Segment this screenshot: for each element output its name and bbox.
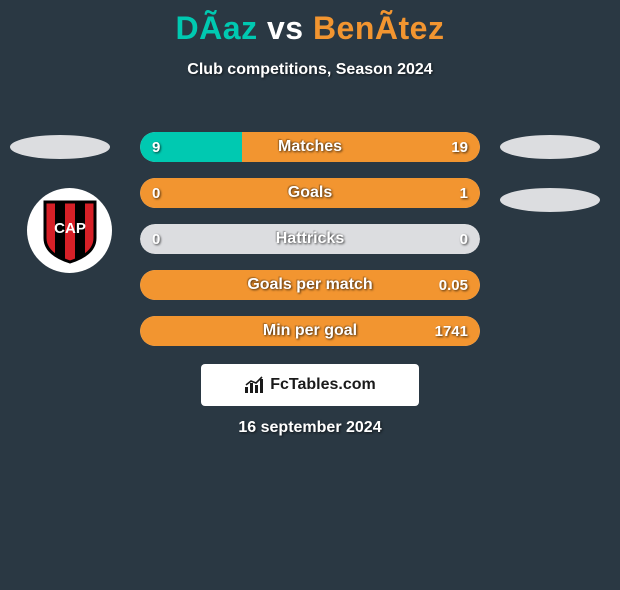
bar-fill-right <box>242 132 480 162</box>
stat-row: Hattricks00 <box>140 224 480 254</box>
subtitle: Club competitions, Season 2024 <box>0 61 620 79</box>
club-badge-text: CAP <box>54 220 86 237</box>
stat-row: Min per goal1741 <box>140 316 480 346</box>
date-text: 16 september 2024 <box>0 419 620 437</box>
stat-row: Goals per match0.05 <box>140 270 480 300</box>
stat-row: Matches919 <box>140 132 480 162</box>
player1-club-badge: CAP <box>27 188 112 273</box>
player2-club-placeholder <box>500 188 600 212</box>
player1-name: DÃ­az <box>176 10 258 46</box>
player1-photo-placeholder <box>10 135 110 159</box>
page-title: DÃ­az vs BenÃ­tez <box>0 10 620 47</box>
brand-text: FcTables.com <box>270 376 376 394</box>
stat-row: Goals01 <box>140 178 480 208</box>
player2-name: BenÃ­tez <box>313 10 445 46</box>
vs-text: vs <box>267 10 304 46</box>
bar-fill-right <box>140 270 480 300</box>
bar-fill-right <box>140 178 480 208</box>
bar-fill-left <box>140 132 242 162</box>
player2-photo-placeholder <box>500 135 600 159</box>
comparison-bars: Matches919 Goals01 Hattricks00 Goals per ma… <box>140 132 480 362</box>
brand-badge[interactable]: FcTables.com <box>201 364 419 406</box>
club-shield-icon: CAP <box>41 198 99 264</box>
chart-icon <box>244 376 264 394</box>
bar-fill-right <box>140 316 480 346</box>
